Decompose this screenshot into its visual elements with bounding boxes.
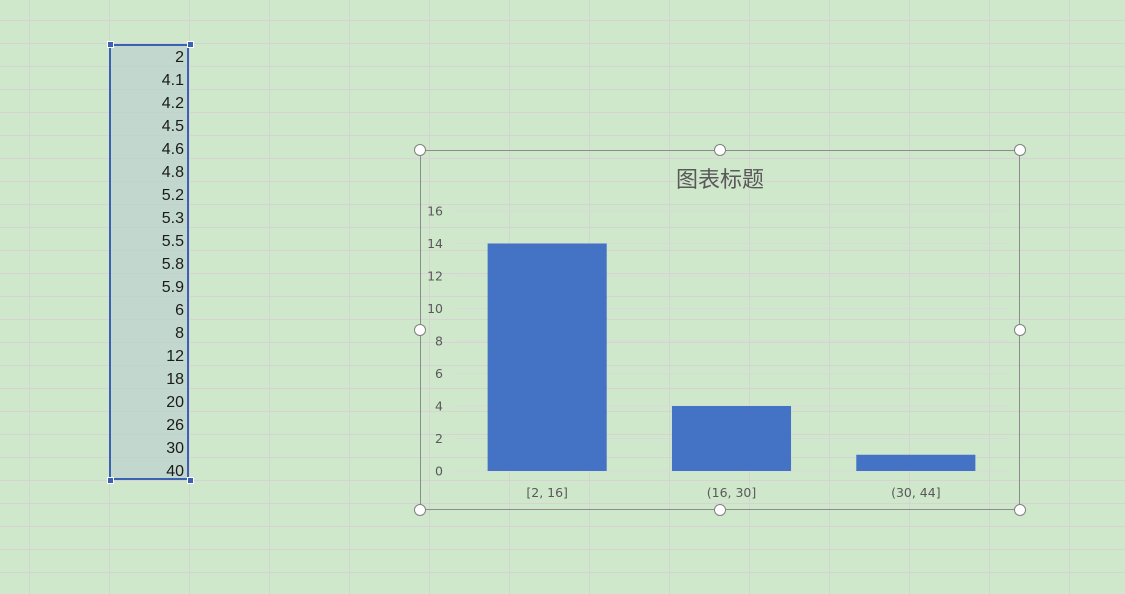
cell-value[interactable]: 40 — [166, 463, 184, 480]
y-tick-label: 0 — [435, 464, 443, 479]
chart-title[interactable]: 图表标题 — [675, 168, 764, 193]
cell-value[interactable]: 4.8 — [161, 164, 184, 181]
x-tick-label: (16, 30] — [707, 485, 757, 500]
y-tick-label: 6 — [435, 366, 443, 381]
cell-value[interactable]: 2 — [175, 49, 184, 66]
chart-resize-handle-bottom-left[interactable] — [414, 504, 426, 516]
cell-value[interactable]: 4.1 — [161, 72, 184, 89]
y-tick-label: 16 — [427, 204, 443, 219]
bar-1[interactable] — [671, 406, 792, 471]
chart-resize-handle-bottom[interactable] — [714, 504, 726, 516]
cell-value[interactable]: 4.2 — [161, 95, 184, 112]
selection-handle-top-right[interactable] — [187, 41, 194, 48]
histogram-chart[interactable]: 0 2 4 6 8 10 12 14 16 [2, 16] (16, 30] (30, 44] — [420, 150, 1020, 510]
bar-2[interactable] — [856, 454, 976, 471]
x-tick-label: (30, 44] — [891, 485, 941, 500]
data-column: 2 4.1 4.2 4.5 4.6 4.8 5.2 5.3 5.5 5.8 5.9 6 8 12 18 20 2… — [109, 46, 187, 483]
cell-value[interactable]: 18 — [166, 371, 184, 388]
cell-value[interactable]: 5.5 — [161, 233, 184, 250]
cell-value[interactable]: 20 — [166, 394, 184, 411]
cell-value[interactable]: 4.6 — [161, 141, 184, 158]
cell-value[interactable]: 5.2 — [161, 187, 184, 204]
chart-resize-handle-top[interactable] — [714, 144, 726, 156]
chart-resize-handle-top-right[interactable] — [1014, 144, 1026, 156]
y-tick-label: 2 — [435, 431, 443, 446]
cell-value[interactable]: 12 — [166, 348, 184, 365]
y-tick-label: 12 — [427, 269, 443, 284]
cell-value[interactable]: 5.8 — [161, 256, 184, 273]
chart-resize-handle-bottom-right[interactable] — [1014, 504, 1026, 516]
y-tick-label: 10 — [427, 301, 443, 316]
cell-value[interactable]: 4.5 — [161, 118, 184, 135]
cell-selection-range[interactable] — [109, 44, 189, 480]
cell-value[interactable]: 6 — [175, 302, 184, 319]
cell-value[interactable]: 26 — [166, 417, 184, 434]
selection-handle-bottom-left[interactable] — [107, 477, 114, 484]
x-tick-label: [2, 16] — [526, 485, 568, 500]
chart-resize-handle-left[interactable] — [414, 324, 426, 336]
cell-value[interactable]: 8 — [175, 325, 184, 342]
bar-0[interactable] — [487, 243, 607, 472]
y-tick-label: 8 — [435, 334, 443, 349]
cell-value[interactable]: 5.9 — [161, 279, 184, 296]
selection-handle-top-left[interactable] — [107, 41, 114, 48]
cell-value[interactable]: 5.3 — [161, 210, 184, 227]
chart-resize-handle-top-left[interactable] — [414, 144, 426, 156]
chart-resize-handle-right[interactable] — [1014, 324, 1026, 336]
y-tick-label: 14 — [427, 236, 443, 251]
selection-fill-handle[interactable] — [187, 477, 194, 484]
cell-value[interactable]: 30 — [166, 440, 184, 457]
y-tick-label: 4 — [435, 399, 443, 414]
